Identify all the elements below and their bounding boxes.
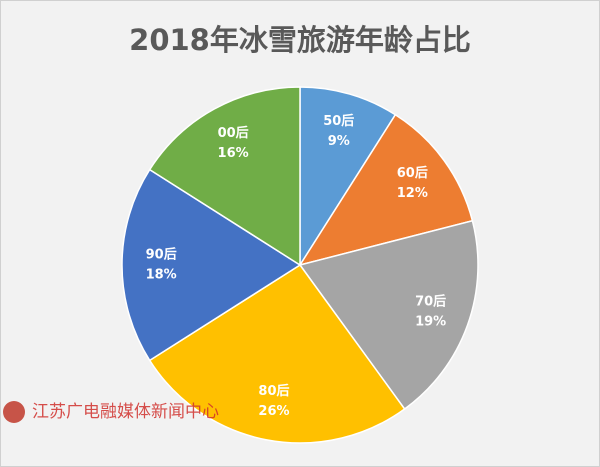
slice-value-label: 12%: [397, 186, 428, 201]
watermark-group: 江苏广电融媒体新闻中心: [3, 401, 219, 423]
chart-title: 2018年冰雪旅游年龄占比: [129, 23, 471, 57]
pie: [121, 86, 479, 444]
slice-value-label: 18%: [146, 268, 177, 283]
slice-category: 50后: [323, 113, 354, 129]
labels: 50后 9% 60后 12% 70后 19% 80后 26% 90后 18% 00后 16%: [146, 113, 447, 419]
pie-slice: [299, 86, 397, 268]
slice-category: 90后: [146, 247, 177, 263]
slice-value-label: 16%: [218, 146, 249, 161]
pie-slice: [298, 219, 479, 411]
watermark-logo: [3, 401, 25, 423]
slice-category: 80后: [258, 383, 289, 399]
slice-category: 70后: [415, 294, 446, 310]
slice-value-label: 26%: [258, 404, 289, 419]
pie-slice: [148, 86, 301, 267]
pie-slice: [148, 263, 406, 444]
slice-value-label: 9%: [328, 134, 350, 149]
slice-value-label: 19%: [415, 315, 446, 330]
slice-category: 00后: [218, 125, 249, 141]
pie-slice: [298, 113, 474, 267]
slice-category: 60后: [397, 165, 428, 181]
watermark: 江苏广电融媒体新闻中心: [32, 402, 219, 422]
pie-slice: [121, 168, 302, 362]
